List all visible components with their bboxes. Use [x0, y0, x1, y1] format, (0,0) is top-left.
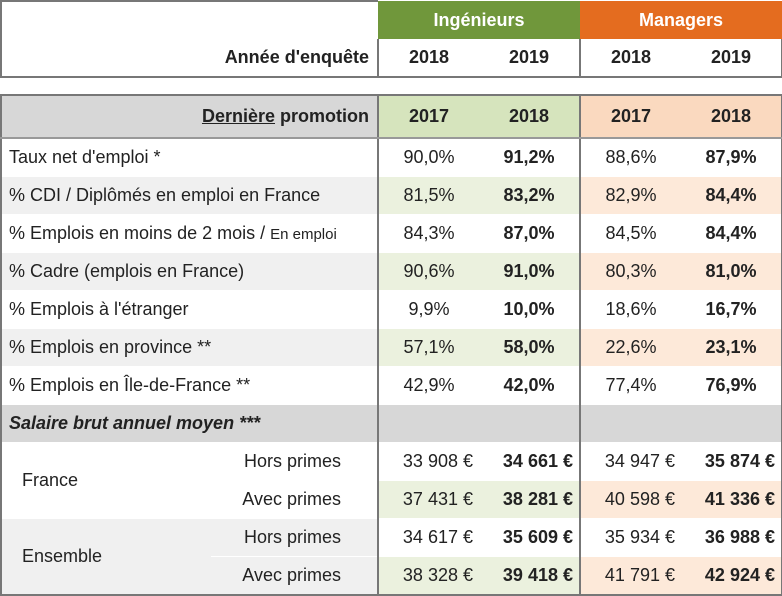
salary-region: Ensemble [1, 518, 211, 596]
row-label-main: % Emplois en moins de 2 mois / [9, 223, 271, 243]
value-cell: 84,4% [681, 176, 782, 215]
value-cell: 84,4% [681, 214, 782, 253]
group-ingenieurs: Ingénieurs [378, 1, 580, 39]
salary-header-fill [377, 404, 580, 443]
value-cell: 81,5% [377, 176, 479, 215]
table-row: % Emplois en moins de 2 mois / En emploi… [1, 214, 782, 253]
table-row: % CDI / Diplômés en emploi en France 81,… [1, 176, 782, 215]
survey-year-label: Année d'enquête [0, 39, 378, 78]
row-label: % Emplois à l'étranger [1, 290, 378, 329]
value-cell: 80,3% [579, 252, 681, 291]
survey-year-row: Année d'enquête 2018 2019 2018 2019 [0, 39, 782, 78]
salary-value: 34 661 € [479, 442, 580, 481]
salary-value: 35 874 € [681, 442, 782, 481]
promotion-row: Dernière promotion 2017 2018 2017 2018 [1, 95, 782, 139]
value-cell: 9,9% [377, 290, 479, 329]
value-cell: 87,0% [479, 214, 580, 253]
salary-header-fill [579, 404, 782, 443]
value-cell: 82,9% [579, 176, 681, 215]
value-cell: 84,3% [377, 214, 479, 253]
value-cell: 81,0% [681, 252, 782, 291]
table-row: % Emplois en province ** 57,1% 58,0% 22,… [1, 328, 782, 367]
value-cell: 84,5% [579, 214, 681, 253]
survey-year: 2018 [377, 39, 479, 78]
salary-row: Ensemble Hors primes 34 617 € 35 609 € 3… [1, 518, 782, 596]
group-header-row: Ingénieurs Managers [0, 0, 782, 39]
value-cell: 18,6% [579, 290, 681, 329]
promotion-year: 2017 [377, 95, 479, 139]
promotion-label-underlined: Dernière [201, 106, 276, 126]
group-managers: Managers [580, 1, 782, 39]
row-label: % Emplois en moins de 2 mois / En emploi [1, 214, 378, 253]
salary-row: Avec primes 37 431 € 38 281 € 40 598 € 4… [1, 480, 782, 519]
value-cell: 22,6% [579, 328, 681, 367]
promotion-label-rest: promotion [275, 106, 369, 126]
value-cell: 77,4% [579, 366, 681, 405]
salary-row: France Hors primes 33 908 € 34 661 € 34 … [1, 442, 782, 519]
salary-value: 33 908 € [377, 442, 479, 481]
promotion-year: 2018 [681, 95, 782, 139]
value-cell: 16,7% [681, 290, 782, 329]
salary-kind: Hors primes [211, 518, 378, 557]
salary-value: 34 617 € [377, 518, 479, 557]
promotion-label: Dernière promotion [1, 95, 378, 139]
salary-value: 35 934 € [579, 518, 681, 557]
table-row: Taux net d'emploi * 90,0% 91,2% 88,6% 87… [1, 138, 782, 177]
value-cell: 23,1% [681, 328, 782, 367]
salary-kind: Avec primes [211, 556, 378, 596]
salary-value: 41 791 € [579, 556, 681, 596]
salary-value: 39 418 € [479, 556, 580, 596]
value-cell: 10,0% [479, 290, 580, 329]
value-cell: 91,0% [479, 252, 580, 291]
salary-value: 42 924 € [681, 556, 782, 596]
value-cell: 90,6% [377, 252, 479, 291]
row-label: % CDI / Diplômés en emploi en France [1, 176, 378, 215]
salary-region: France [1, 442, 211, 519]
salary-value: 34 947 € [579, 442, 681, 481]
header-corner [0, 0, 378, 39]
value-cell: 83,2% [479, 176, 580, 215]
value-cell: 57,1% [377, 328, 479, 367]
survey-year: 2019 [479, 39, 580, 78]
value-cell: 87,9% [681, 138, 782, 177]
value-cell: 58,0% [479, 328, 580, 367]
value-cell: 42,0% [479, 366, 580, 405]
table-row: % Cadre (emplois en France) 90,6% 91,0% … [1, 252, 782, 291]
survey-year: 2019 [681, 39, 782, 78]
value-cell: 90,0% [377, 138, 479, 177]
salary-section-header: Salaire brut annuel moyen *** [1, 404, 782, 443]
salary-value: 35 609 € [479, 518, 580, 557]
salary-value: 37 431 € [377, 480, 479, 519]
salary-value: 38 281 € [479, 480, 580, 519]
value-cell: 42,9% [377, 366, 479, 405]
salary-value: 40 598 € [579, 480, 681, 519]
row-label-small: En emploi [270, 226, 337, 243]
value-cell: 88,6% [579, 138, 681, 177]
row-label: % Cadre (emplois en France) [1, 252, 378, 291]
table-row: % Emplois en Île-de-France ** 42,9% 42,0… [1, 366, 782, 405]
salary-kind: Avec primes [211, 480, 378, 519]
value-cell: 91,2% [479, 138, 580, 177]
salary-kind: Hors primes [211, 442, 378, 481]
promotion-year: 2018 [479, 95, 580, 139]
header-table: Ingénieurs Managers Année d'enquête 2018… [0, 0, 782, 78]
salary-value: 36 988 € [681, 518, 782, 557]
value-cell: 76,9% [681, 366, 782, 405]
row-label: % Emplois en Île-de-France ** [1, 366, 378, 405]
row-label: Taux net d'emploi * [1, 138, 378, 177]
results-table: Dernière promotion 2017 2018 2017 2018 T… [0, 94, 782, 596]
row-label: % Emplois en province ** [1, 328, 378, 367]
promotion-year: 2017 [579, 95, 681, 139]
salary-value: 41 336 € [681, 480, 782, 519]
survey-year: 2018 [579, 39, 681, 78]
salary-title: Salaire brut annuel moyen *** [1, 404, 378, 443]
salary-value: 38 328 € [377, 556, 479, 596]
table-row: % Emplois à l'étranger 9,9% 10,0% 18,6% … [1, 290, 782, 329]
